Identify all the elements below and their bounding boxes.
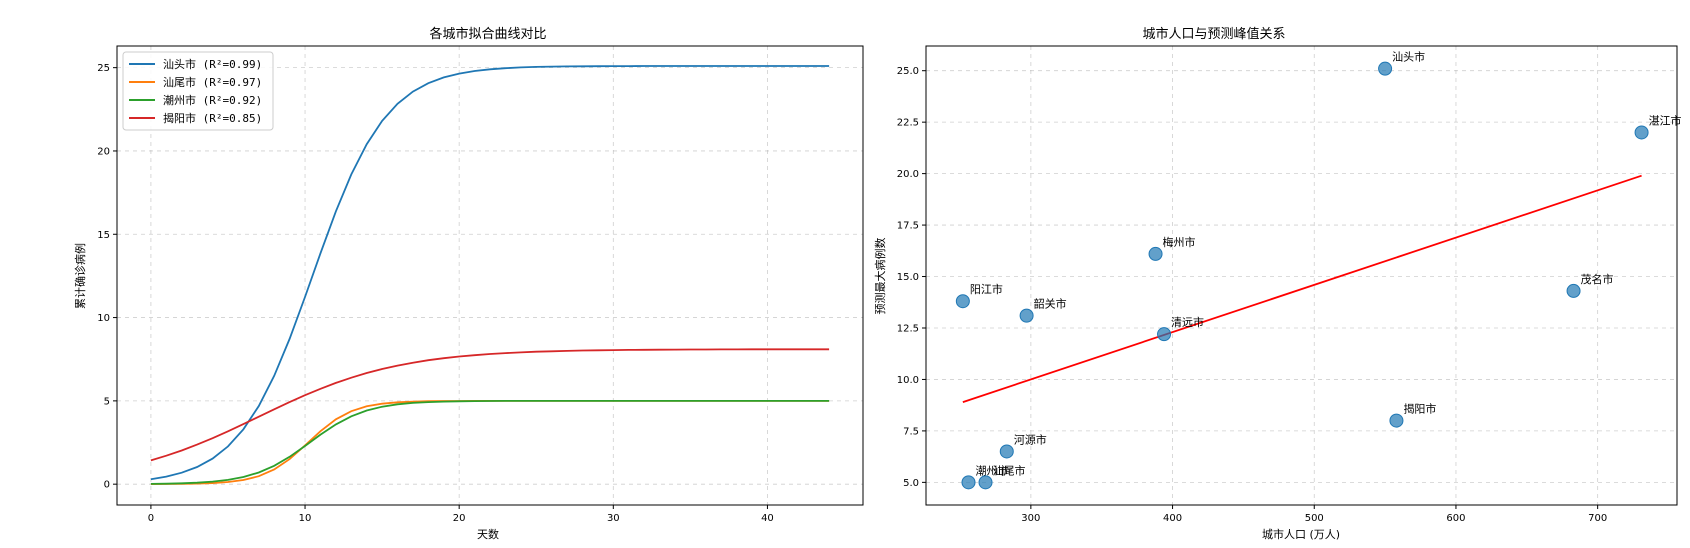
x-axis-label: 城市人口 (万人) (1262, 527, 1340, 541)
y-tick-label: 5 (104, 396, 110, 407)
x-tick-label: 40 (761, 513, 774, 524)
point-label: 潮州市 (976, 463, 1009, 477)
x-tick-label: 10 (299, 513, 312, 524)
point-label: 茂名市 (1581, 272, 1614, 286)
y-tick-label: 25.0 (897, 66, 919, 77)
x-tick-label: 300 (1021, 513, 1040, 524)
series-line-1 (150, 65, 830, 481)
series-lines (150, 65, 830, 485)
y-axis-label: 预测最大病例数 (873, 238, 887, 315)
y-tick-label: 20 (97, 146, 110, 157)
axes-frame (925, 45, 1678, 506)
scatter-point (978, 475, 993, 490)
legend-entry: 揭阳市 (R²=0.85) (163, 111, 262, 125)
x-tick-label: 400 (1163, 513, 1182, 524)
x-tick-label: 20 (453, 513, 466, 524)
x-tick-label: 700 (1588, 513, 1607, 524)
y-tick-label: 10.0 (897, 375, 919, 386)
fit-curves-chart: 各城市拟合曲线对比 0 10 20 30 40 0 5 10 15 20 25 天数 累计确诊病例… (73, 26, 864, 541)
scatter-point (961, 475, 976, 490)
y-axis-label: 累计确诊病例 (73, 243, 87, 309)
scatter-point (1378, 61, 1393, 76)
axes-frame (116, 45, 864, 506)
x-axis-label: 天数 (477, 528, 499, 541)
point-label: 河源市 (1014, 432, 1047, 446)
legend-box (122, 51, 274, 131)
point-label: 清远市 (1171, 315, 1204, 329)
y-tick-label: 0 (104, 480, 110, 491)
x-ticks: 0 10 20 30 40 (148, 505, 774, 524)
scatter-point (1389, 413, 1404, 428)
point-label: 阳江市 (970, 282, 1003, 296)
x-tick-label: 500 (1305, 513, 1324, 524)
y-tick-label: 17.5 (897, 221, 919, 232)
y-tick-label: 22.5 (897, 118, 919, 129)
y-ticks: 0 5 10 15 20 25 (97, 63, 117, 491)
legend: 汕头市 (R²=0.99) 汕尾市 (R²=0.97) 潮州市 (R²=0.92) 揭… (122, 51, 274, 131)
series-line-4 (150, 348, 830, 462)
x-tick-label: 30 (607, 513, 620, 524)
y-tick-label: 15 (97, 230, 110, 241)
legend-entry: 汕尾市 (R²=0.97) (163, 75, 262, 89)
point-label: 梅州市 (1163, 235, 1196, 249)
series-line-3 (150, 399, 830, 485)
y-tick-label: 25 (97, 63, 110, 74)
trend-line (962, 174, 1642, 403)
point-label: 汕尾市 (993, 463, 1026, 477)
grid (926, 46, 1677, 505)
y-tick-label: 7.5 (903, 426, 919, 437)
y-tick-label: 20.0 (897, 169, 919, 180)
y-tick-label: 10 (97, 313, 110, 324)
point-label: 揭阳市 (1403, 402, 1436, 416)
scatter-point (999, 444, 1014, 459)
x-ticks: 300 400 500 600 700 (1021, 505, 1607, 524)
y-ticks: 5.0 7.5 10.0 12.5 15.0 17.5 20.0 22.5 25.0 (897, 66, 926, 489)
chart-title: 各城市拟合曲线对比 (429, 26, 546, 42)
x-tick-label: 600 (1446, 513, 1465, 524)
legend-entry: 汕头市 (R²=0.99) (163, 57, 262, 71)
y-tick-label: 12.5 (897, 323, 919, 334)
point-label: 湛江市 (1649, 113, 1682, 127)
scatter-point (1566, 283, 1581, 298)
population-scatter-chart: 城市人口与预测峰值关系 汕头市湛江市梅州市茂名市阳江市韶关市清远市揭阳市河源市潮… (873, 26, 1682, 541)
scatter-point (1634, 125, 1649, 140)
scatter-point (955, 294, 970, 309)
chart-title: 城市人口与预测峰值关系 (1142, 26, 1285, 42)
y-tick-label: 5.0 (903, 478, 919, 489)
trend-line (962, 174, 1642, 403)
legend-entry: 潮州市 (R²=0.92) (163, 93, 262, 107)
x-tick-label: 0 (148, 513, 154, 524)
point-label: 韶关市 (1034, 297, 1067, 311)
point-label: 汕头市 (1392, 50, 1425, 64)
scatter-point (1148, 246, 1163, 261)
scatter-point (1157, 327, 1172, 342)
y-tick-label: 15.0 (897, 272, 919, 283)
scatter-point (1019, 308, 1034, 323)
